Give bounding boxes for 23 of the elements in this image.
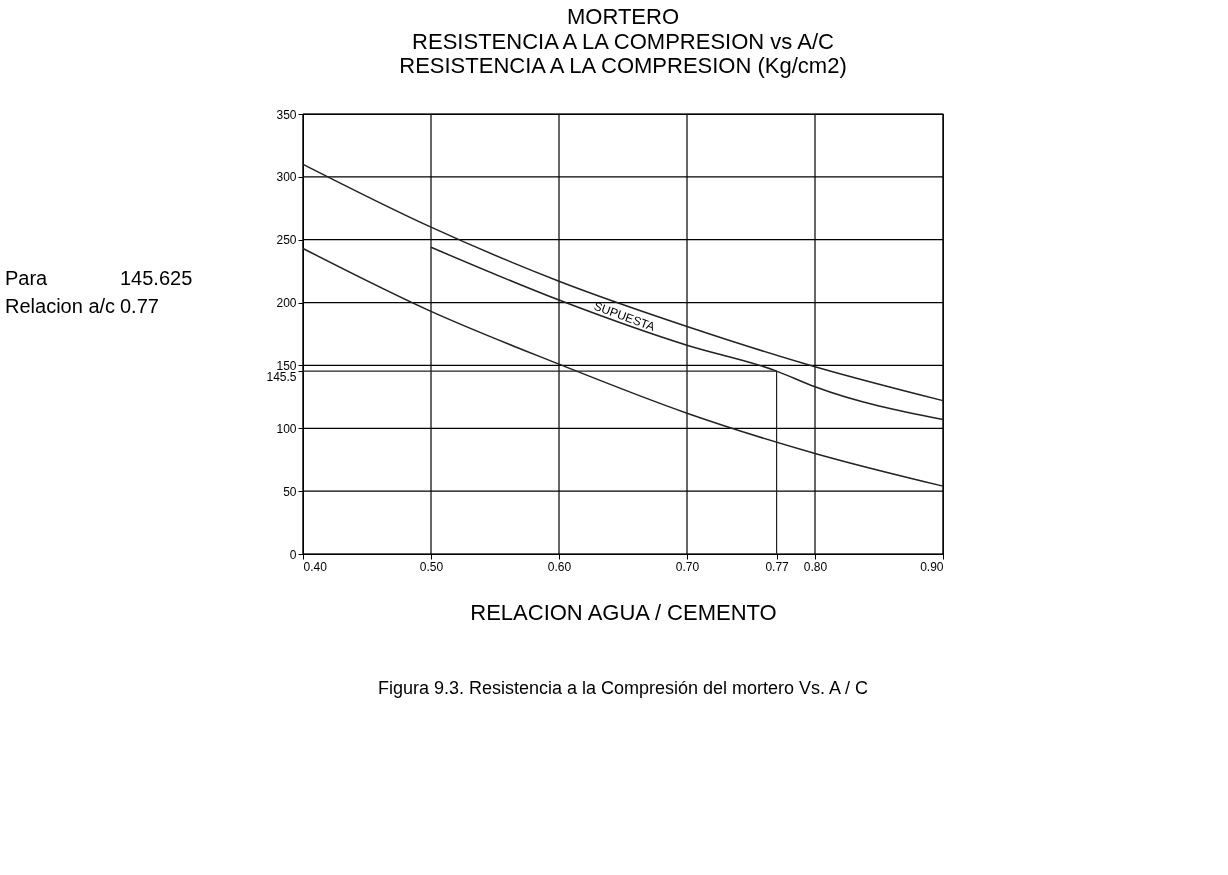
x-axis-title: RELACION AGUA / CEMENTO [470, 599, 777, 625]
y-tick-label: 50 [283, 484, 297, 499]
y-tick-label: 300 [276, 170, 297, 185]
x-tick-label: 0.50 [419, 559, 444, 574]
text: Para [5, 267, 49, 289]
y-tick-label: 350 [276, 107, 297, 122]
y-tick-label: 100 [276, 421, 297, 436]
y-tick-label: 200 [276, 296, 297, 311]
chart-title: MORTERO [566, 4, 680, 29]
x-tick-label: 0.80 [803, 559, 828, 574]
y-axis-title: RESISTENCIA A LA COMPRESION (Kg/cm2) [399, 53, 847, 78]
text: Figura 9.3. Resistencia a la Compresión del mortero Vs. A / C [377, 678, 869, 698]
text: Relacion a/c [5, 294, 116, 317]
text: 0.77 [120, 294, 159, 317]
x-tick-label: 0.70 [675, 559, 700, 574]
x-tick-label: 0.40 [303, 559, 328, 574]
chart-subtitle: RESISTENCIA A LA COMPRESION vs A/C [412, 29, 835, 54]
x-tick-label: 0.60 [547, 559, 572, 574]
y-tick-label: 0 [289, 547, 297, 562]
text: 145.625 [120, 267, 193, 289]
x-tick-label: 0.90 [920, 559, 944, 574]
x-tick-label: 0.77 [765, 559, 790, 574]
y-tick-label: 250 [276, 233, 297, 248]
